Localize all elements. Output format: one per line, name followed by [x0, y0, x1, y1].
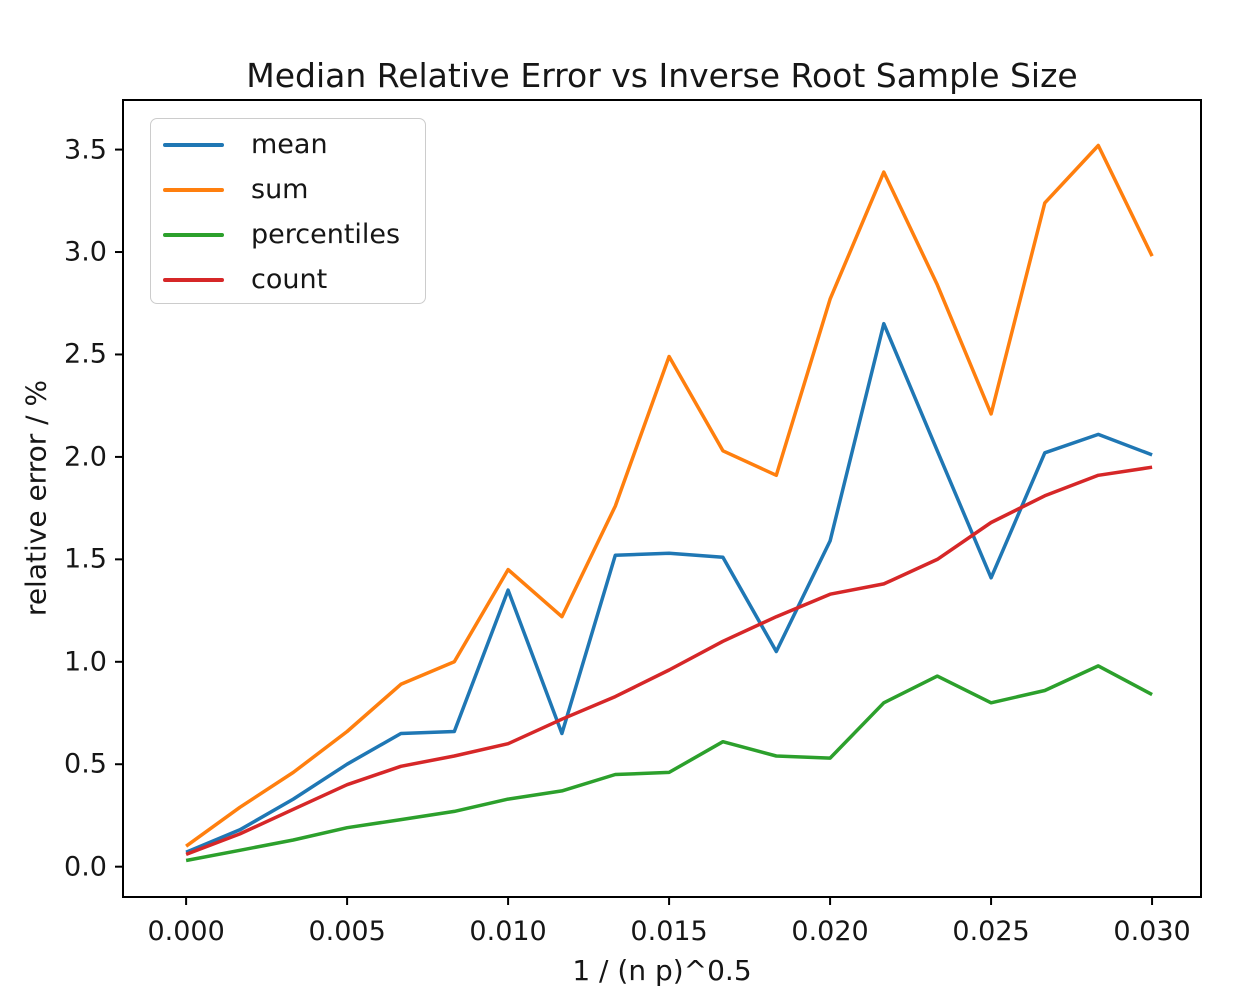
series-line-mean [185, 321, 1153, 854]
plot-border [122, 99, 1202, 898]
legend: mean sum percentiles count [150, 118, 426, 304]
y-tick-label: 0.0 [64, 851, 107, 883]
y-tick-label: 1.5 [64, 543, 107, 575]
legend-swatch-mean [163, 142, 224, 147]
legend-label: mean [251, 129, 328, 160]
y-tick-label: 3.5 [64, 134, 107, 166]
x-tick-label: 0.020 [791, 916, 869, 947]
legend-item-count: count [151, 257, 425, 302]
x-tick-label: 0.030 [1113, 916, 1191, 947]
x-tick-label: 0.005 [308, 916, 386, 947]
chart-title: Median Relative Error vs Inverse Root Sa… [246, 56, 1078, 95]
legend-item-sum: sum [151, 167, 425, 212]
series-line-sum [185, 143, 1154, 848]
legend-swatch-sum [163, 187, 224, 192]
x-axis-label: 1 / (n p)^0.5 [572, 954, 752, 987]
y-tick-label: 2.5 [64, 338, 107, 370]
x-tick-label: 0.000 [147, 916, 225, 947]
y-axis-label: relative error / % [19, 379, 53, 617]
legend-item-percentiles: percentiles [151, 212, 425, 257]
y-tick-label: 2.0 [64, 441, 107, 473]
legend-swatch-percentiles [163, 232, 224, 237]
series-line-percentiles [185, 664, 1153, 863]
legend-label: sum [251, 174, 309, 205]
legend-swatch-count [163, 277, 224, 282]
legend-label: percentiles [251, 219, 401, 250]
y-tick-label: 3.0 [64, 236, 107, 268]
x-tick-label: 0.025 [952, 916, 1030, 947]
series-line-count [185, 465, 1153, 857]
y-tick-label: 0.5 [64, 748, 107, 780]
legend-item-mean: mean [151, 122, 425, 167]
x-tick-label: 0.010 [469, 916, 547, 947]
legend-label: count [251, 264, 328, 295]
x-tick-label: 0.015 [630, 916, 708, 947]
y-tick-label: 1.0 [64, 646, 107, 678]
